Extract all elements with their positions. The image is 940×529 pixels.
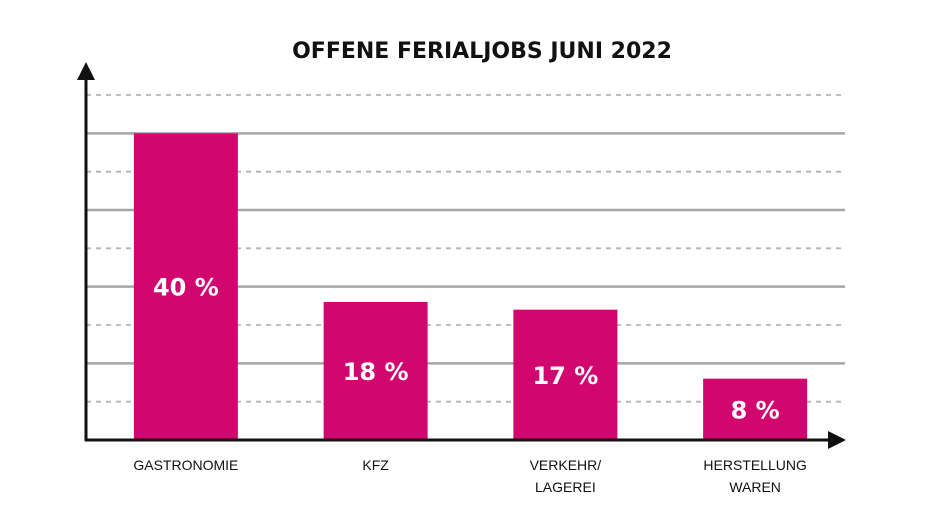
- x-tick-label: HERSTELLUNG: [703, 457, 806, 473]
- bar: [703, 378, 808, 440]
- x-tick-label: VERKEHR/: [530, 457, 602, 473]
- bar-value-label: 17 %: [532, 362, 598, 390]
- bars: 40 % 18 % 17 % 8 %: [133, 133, 808, 441]
- bar: [133, 133, 238, 441]
- x-tick-label: WAREN: [729, 479, 781, 495]
- bar-value-label: 8 %: [731, 396, 780, 424]
- category-labels: GASTRONOMIE KFZ VERKEHR/LAGEREI HERSTELLUNG…: [133, 457, 806, 495]
- x-axis-arrow-icon: [828, 431, 846, 449]
- chart-title: OFFENE FERIALJOBS JUNI 2022: [292, 39, 672, 64]
- bar-value-label: 18 %: [343, 358, 409, 386]
- x-tick-label: KFZ: [362, 457, 389, 473]
- y-axis-arrow-icon: [77, 62, 95, 80]
- axes: [77, 62, 846, 449]
- bar-value-label: 40 %: [153, 274, 219, 302]
- x-tick-label: LAGEREI: [535, 479, 596, 495]
- bar: [323, 302, 428, 440]
- x-tick-label: GASTRONOMIE: [133, 457, 238, 473]
- bar: [513, 309, 618, 440]
